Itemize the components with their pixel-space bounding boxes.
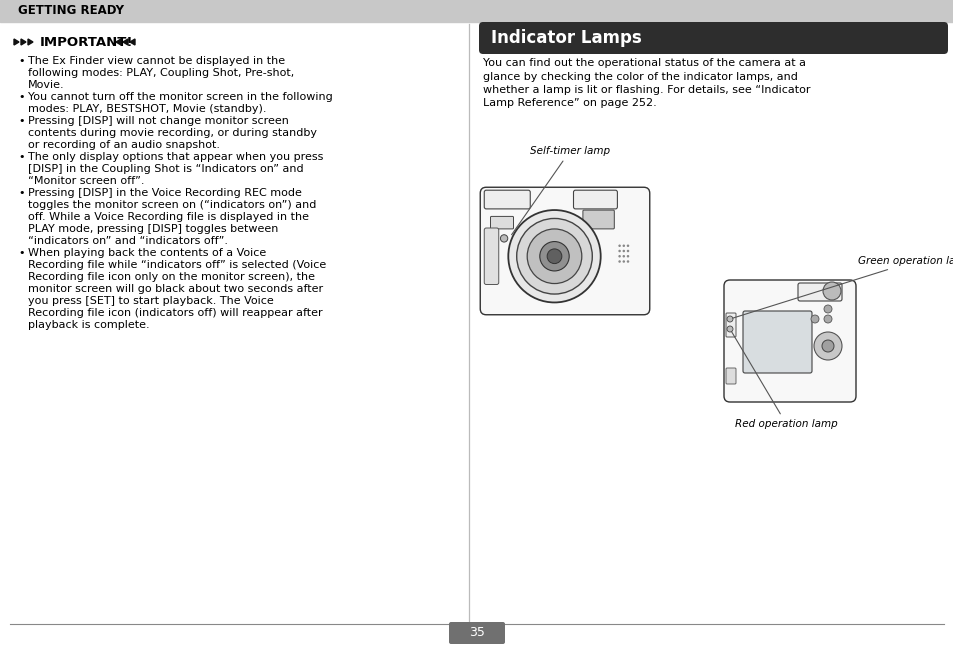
Circle shape	[823, 315, 831, 323]
Text: monitor screen will go black about two seconds after: monitor screen will go black about two s…	[28, 284, 323, 294]
FancyBboxPatch shape	[573, 190, 617, 209]
Circle shape	[821, 340, 833, 352]
Text: glance by checking the color of the indicator lamps, and: glance by checking the color of the indi…	[482, 72, 797, 81]
Bar	[0, 0, 953, 22]
Circle shape	[517, 218, 592, 294]
Text: When playing back the contents of a Voice: When playing back the contents of a Voic…	[28, 248, 266, 258]
Text: Self-timer lamp: Self-timer lamp	[511, 146, 609, 234]
Circle shape	[618, 244, 620, 247]
Circle shape	[527, 229, 581, 284]
FancyBboxPatch shape	[484, 190, 530, 209]
Circle shape	[539, 242, 569, 271]
Circle shape	[622, 260, 624, 263]
Text: IMPORTANT!: IMPORTANT!	[40, 36, 133, 48]
Circle shape	[622, 244, 624, 247]
FancyBboxPatch shape	[582, 210, 614, 229]
Text: whether a lamp is lit or flashing. For details, see “Indicator: whether a lamp is lit or flashing. For d…	[482, 85, 810, 95]
Text: Pressing [DISP] will not change monitor screen: Pressing [DISP] will not change monitor …	[28, 116, 289, 126]
FancyBboxPatch shape	[484, 228, 498, 284]
Text: [DISP] in the Coupling Shot is “Indicators on” and: [DISP] in the Coupling Shot is “Indicato…	[28, 164, 303, 174]
Circle shape	[508, 210, 600, 302]
Text: •: •	[18, 56, 25, 66]
Text: You can find out the operational status of the camera at a: You can find out the operational status …	[482, 58, 805, 68]
Text: off. While a Voice Recording file is displayed in the: off. While a Voice Recording file is dis…	[28, 212, 309, 222]
Polygon shape	[21, 39, 26, 45]
Polygon shape	[123, 39, 128, 45]
FancyBboxPatch shape	[449, 622, 504, 644]
Polygon shape	[28, 39, 33, 45]
FancyBboxPatch shape	[490, 216, 513, 229]
Circle shape	[822, 282, 841, 300]
Circle shape	[626, 244, 629, 247]
Text: •: •	[18, 188, 25, 198]
Text: toggles the monitor screen on (“indicators on”) and: toggles the monitor screen on (“indicato…	[28, 200, 316, 210]
Circle shape	[726, 316, 732, 322]
Text: The only display options that appear when you press: The only display options that appear whe…	[28, 152, 323, 162]
Polygon shape	[14, 39, 19, 45]
Circle shape	[547, 249, 561, 264]
Text: 35: 35	[469, 627, 484, 640]
Text: or recording of an audio snapshot.: or recording of an audio snapshot.	[28, 140, 220, 150]
Circle shape	[500, 234, 507, 242]
Text: The Ex Finder view cannot be displayed in the: The Ex Finder view cannot be displayed i…	[28, 56, 285, 66]
FancyBboxPatch shape	[723, 280, 855, 402]
Text: playback is complete.: playback is complete.	[28, 320, 150, 330]
Text: “indicators on” and “indicators off”.: “indicators on” and “indicators off”.	[28, 236, 228, 246]
Text: Recording file while “indicators off” is selected (Voice: Recording file while “indicators off” is…	[28, 260, 326, 270]
Circle shape	[626, 255, 629, 258]
Text: Movie.: Movie.	[28, 80, 65, 90]
Text: Recording file icon (indicators off) will reappear after: Recording file icon (indicators off) wil…	[28, 308, 322, 318]
Circle shape	[618, 250, 620, 252]
Circle shape	[626, 260, 629, 263]
Circle shape	[622, 255, 624, 258]
Text: Indicator Lamps: Indicator Lamps	[491, 29, 641, 47]
Text: modes: PLAY, BESTSHOT, Movie (standby).: modes: PLAY, BESTSHOT, Movie (standby).	[28, 104, 266, 114]
Circle shape	[618, 260, 620, 263]
Text: you press [SET] to start playback. The Voice: you press [SET] to start playback. The V…	[28, 296, 274, 306]
Text: following modes: PLAY, Coupling Shot, Pre-shot,: following modes: PLAY, Coupling Shot, Pr…	[28, 68, 294, 78]
Text: •: •	[18, 248, 25, 258]
FancyBboxPatch shape	[478, 22, 947, 54]
FancyBboxPatch shape	[725, 368, 735, 384]
Text: Pressing [DISP] in the Voice Recording REC mode: Pressing [DISP] in the Voice Recording R…	[28, 188, 301, 198]
FancyBboxPatch shape	[725, 313, 735, 337]
Circle shape	[622, 250, 624, 252]
Text: PLAY mode, pressing [DISP] toggles between: PLAY mode, pressing [DISP] toggles betwe…	[28, 224, 278, 234]
FancyBboxPatch shape	[479, 187, 649, 315]
Text: •: •	[18, 116, 25, 126]
Circle shape	[626, 250, 629, 252]
Text: contents during movie recording, or during standby: contents during movie recording, or duri…	[28, 128, 316, 138]
Text: Lamp Reference” on page 252.: Lamp Reference” on page 252.	[482, 98, 656, 109]
Text: Red operation lamp: Red operation lamp	[731, 331, 837, 429]
Circle shape	[813, 332, 841, 360]
Circle shape	[810, 315, 818, 323]
Circle shape	[726, 326, 732, 332]
Polygon shape	[130, 39, 135, 45]
Text: You cannot turn off the monitor screen in the following: You cannot turn off the monitor screen i…	[28, 92, 333, 102]
Text: •: •	[18, 152, 25, 162]
FancyBboxPatch shape	[742, 311, 811, 373]
Text: GETTING READY: GETTING READY	[18, 5, 124, 17]
Text: Recording file icon only on the monitor screen), the: Recording file icon only on the monitor …	[28, 272, 314, 282]
FancyBboxPatch shape	[797, 283, 841, 301]
Text: “Monitor screen off”.: “Monitor screen off”.	[28, 176, 144, 186]
Circle shape	[618, 255, 620, 258]
Text: •: •	[18, 92, 25, 102]
Text: Green operation lamp: Green operation lamp	[732, 256, 953, 318]
Circle shape	[823, 305, 831, 313]
Polygon shape	[116, 39, 121, 45]
